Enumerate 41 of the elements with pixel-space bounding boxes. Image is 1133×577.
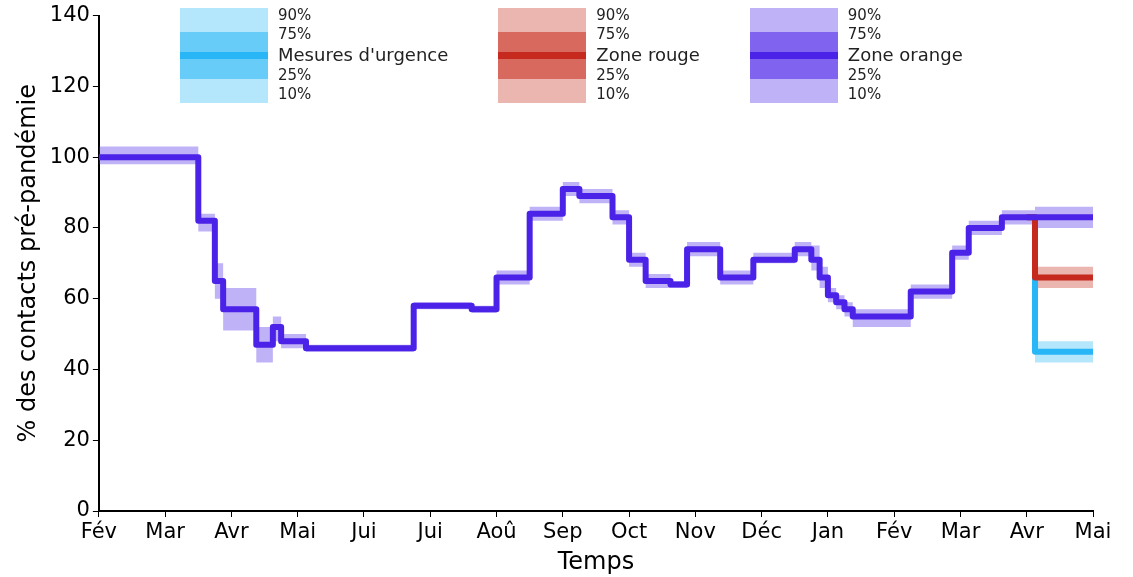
x-tick-label: Avr — [1009, 519, 1045, 544]
y-tick-label: 80 — [63, 214, 90, 239]
y-axis-title: % des contacts pré-pandémie — [12, 84, 41, 443]
y-tick-label: 60 — [63, 285, 90, 310]
annotation: 10% — [278, 85, 313, 104]
annotation: 25% — [278, 66, 313, 85]
x-tick-label: Oct — [610, 519, 648, 544]
x-tick-label: Fév — [80, 519, 118, 544]
y-tick-label: 120 — [49, 72, 90, 97]
x-tick-label: Nov — [674, 519, 716, 544]
x-tick-label: Avr — [214, 519, 249, 544]
y-tick-label: 100 — [49, 143, 90, 168]
x-tick-label: Jui — [415, 519, 443, 544]
y-tick-label: 40 — [63, 355, 90, 380]
y-tick-label: 0 — [76, 497, 90, 522]
x-tick-label: Jui — [349, 519, 377, 544]
legend-label: Zone rouge — [596, 44, 700, 66]
text: 10% — [596, 85, 630, 103]
x-tick-label: Mar — [145, 519, 186, 544]
text: 25% — [847, 66, 882, 84]
text: 90% — [596, 6, 630, 24]
x-tick-label: Mar — [940, 519, 981, 544]
x-tick-label: Fév — [876, 519, 913, 544]
legend-label: Mesures d'urgence — [278, 44, 449, 66]
x-tick-label: Déc — [741, 519, 782, 544]
text: 75% — [847, 25, 882, 43]
x-tick-label: Jan — [809, 519, 845, 544]
legend-label: Zone orange — [847, 44, 963, 66]
x-tick-label: Sep — [543, 519, 583, 544]
text: 75% — [596, 25, 630, 43]
y-tick-label: 140 — [49, 2, 90, 27]
x-tick-label: Mai — [1074, 519, 1112, 544]
x-tick-label: Mai — [279, 519, 317, 544]
text: 90% — [847, 6, 882, 24]
x-axis-title: Temps — [556, 546, 635, 575]
y-tick-label: 20 — [63, 426, 90, 451]
text: 25% — [596, 66, 630, 84]
annotation: 90% — [278, 6, 313, 25]
x-tick-label: Aoû — [476, 519, 517, 544]
text: 10% — [847, 85, 882, 103]
annotation: 75% — [278, 25, 313, 44]
